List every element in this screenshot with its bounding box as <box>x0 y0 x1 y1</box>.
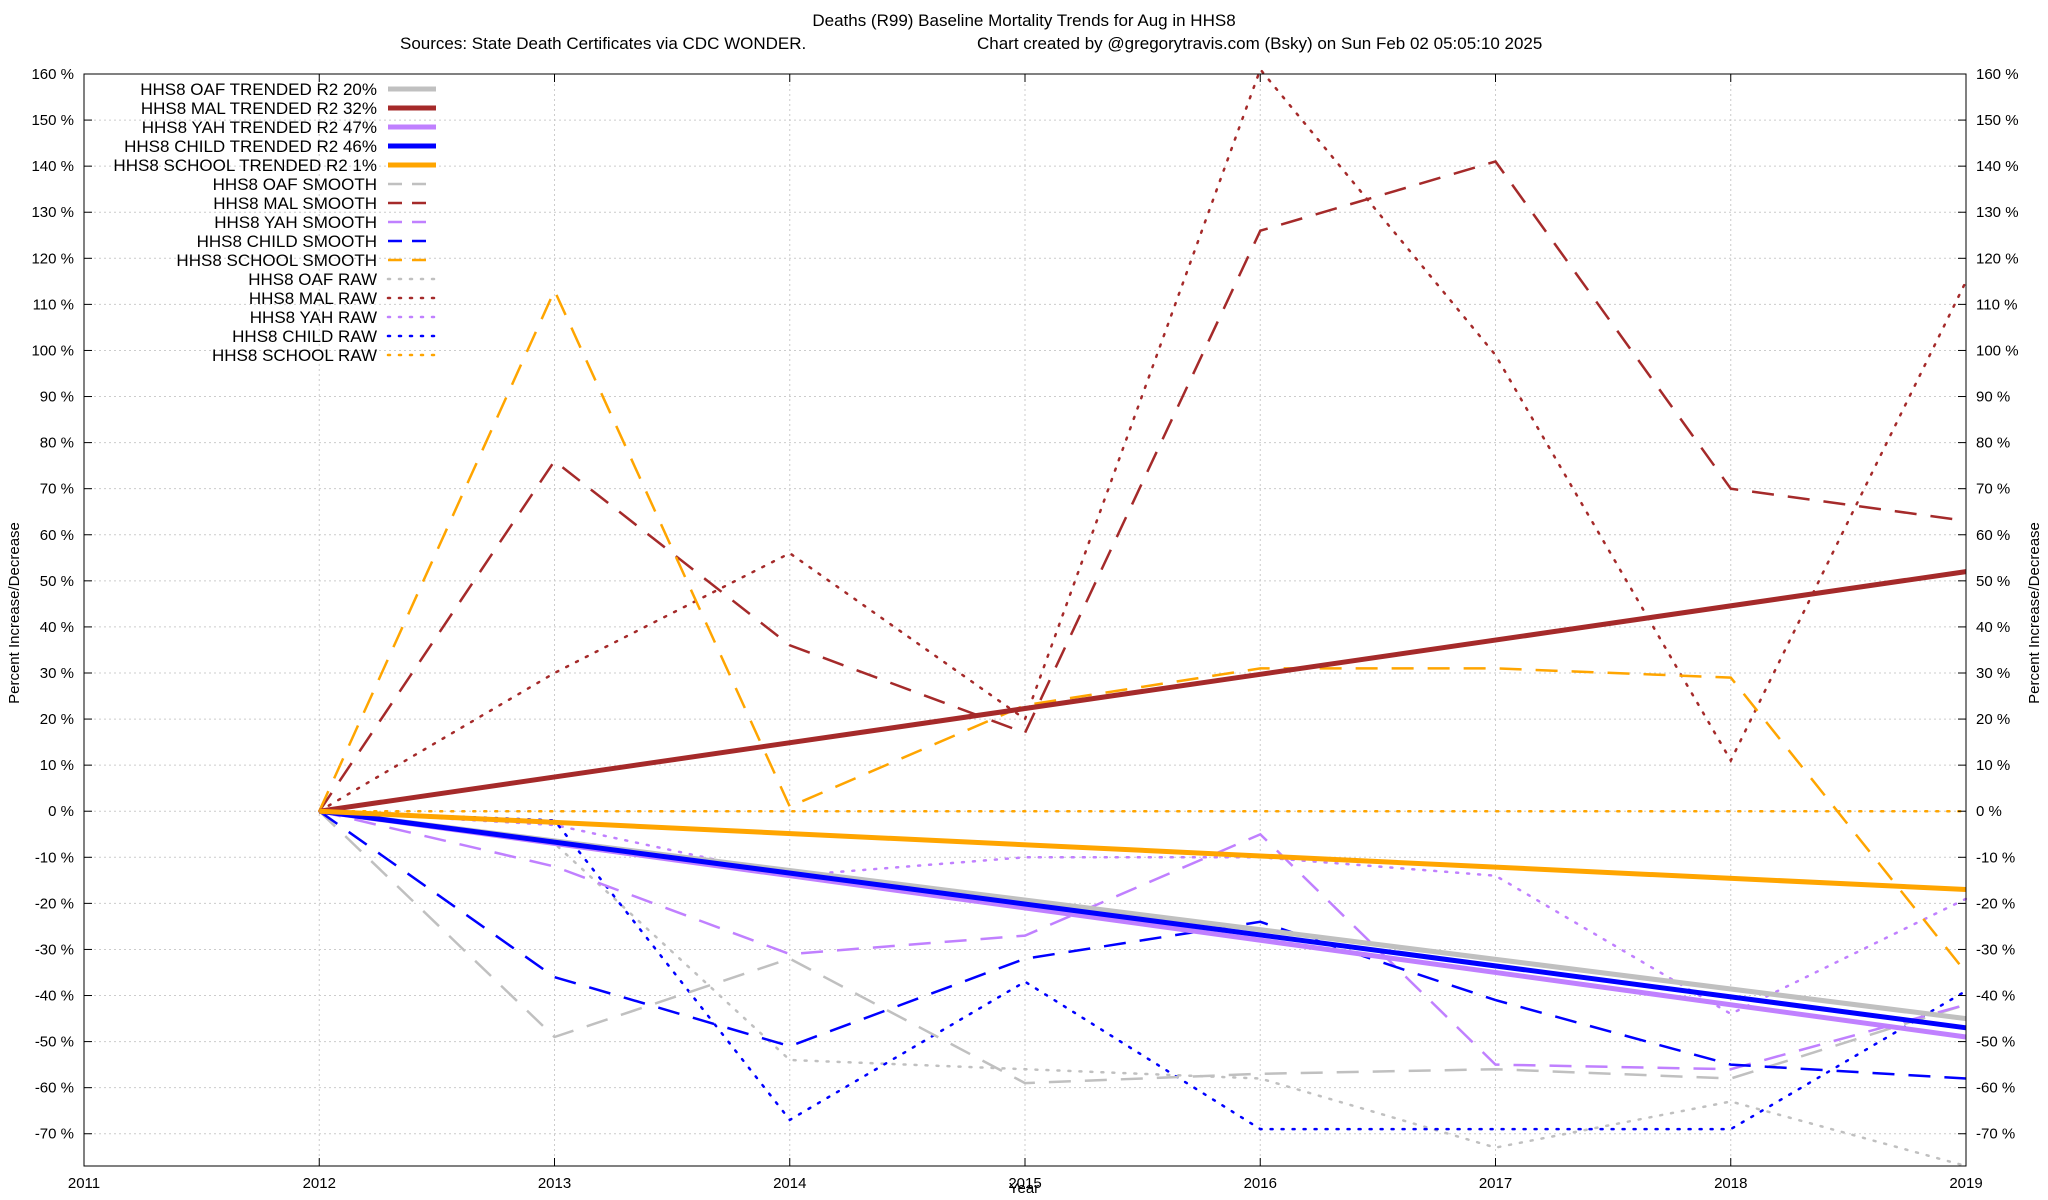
y-tick-label-left: 110 % <box>33 296 74 313</box>
y-tick-label-left: -40 % <box>35 988 74 1005</box>
legend: HHS8 OAF TRENDED R2 20%HHS8 MAL TRENDED … <box>113 80 438 365</box>
y-tick-label-left: 60 % <box>40 527 74 544</box>
chart-subtitle-credit: Chart created by @gregorytravis.com (Bsk… <box>977 34 1542 53</box>
series-line-11 <box>318 66 1968 813</box>
series-line-6 <box>318 160 1967 812</box>
series-line-9 <box>318 287 1967 974</box>
y-tick-label-left: -30 % <box>35 941 74 958</box>
y-tick-label-right: 30 % <box>1976 665 2010 682</box>
y-tick-label-left: 20 % <box>40 711 74 728</box>
y-tick-label-right: 70 % <box>1976 481 2010 498</box>
y-tick-label-right: 120 % <box>1976 250 2019 267</box>
series-line-3 <box>318 808 1967 1031</box>
y-tick-label-right: 0 % <box>1976 803 2002 820</box>
legend-label: HHS8 YAH SMOOTH <box>214 213 377 232</box>
legend-label: HHS8 YAH TRENDED R2 47% <box>142 118 377 137</box>
y-tick-label-right: 130 % <box>1976 204 2019 221</box>
y-tick-label-left: 70 % <box>40 481 74 498</box>
chart-title: Deaths (R99) Baseline Mortality Trends f… <box>812 11 1235 30</box>
legend-label: HHS8 CHILD SMOOTH <box>197 232 377 251</box>
y-tick-label-left: 130 % <box>31 204 74 221</box>
y-tick-label-right: -30 % <box>1976 941 2015 958</box>
y-tick-label-right: -60 % <box>1976 1080 2015 1097</box>
legend-label: HHS8 OAF SMOOTH <box>213 175 377 194</box>
y-tick-label-left: 120 % <box>31 250 74 267</box>
series-line-13 <box>318 809 1968 1131</box>
y-tick-label-left: 150 % <box>31 112 74 129</box>
x-tick-label: 2016 <box>1244 1175 1277 1192</box>
legend-label: HHS8 OAF RAW <box>248 270 377 289</box>
x-tick-label: 2012 <box>303 1175 336 1192</box>
legend-label: HHS8 OAF TRENDED R2 20% <box>140 80 377 99</box>
x-tick-label: 2011 <box>68 1175 100 1192</box>
x-tick-label: 2017 <box>1479 1175 1512 1192</box>
legend-label: HHS8 MAL TRENDED R2 32% <box>141 99 377 118</box>
x-axis-label: Year <box>1009 1180 1039 1197</box>
y-tick-label-right: 100 % <box>1976 342 2019 359</box>
y-tick-label-right: 160 % <box>1976 66 2019 83</box>
y-tick-label-left: -70 % <box>35 1126 74 1143</box>
y-axis-label-right: Percent Increase/Decrease <box>2026 522 2043 704</box>
x-tick-label: 2013 <box>538 1175 571 1192</box>
y-tick-label-right: 150 % <box>1976 112 2019 129</box>
y-tick-label-left: -60 % <box>35 1080 74 1097</box>
x-tick-label: 2019 <box>1949 1175 1982 1192</box>
y-tick-label-right: 10 % <box>1976 757 2010 774</box>
y-tick-label-left: -50 % <box>35 1034 74 1051</box>
series-line-4 <box>319 808 1967 892</box>
axis-ticks: 160 % 160 % 150 % 150 % 140 % 140 % 130 % 130 %… <box>31 66 2018 1192</box>
y-tick-label-right: 50 % <box>1976 573 2010 590</box>
y-tick-label-right: 60 % <box>1976 527 2010 544</box>
y-tick-label-right: -40 % <box>1976 988 2015 1005</box>
y-axis-label-left: Percent Increase/Decrease <box>6 522 23 704</box>
y-tick-label-right: 20 % <box>1976 711 2010 728</box>
series-line-10 <box>318 809 1968 1168</box>
series-line-8 <box>318 810 1967 1080</box>
y-tick-label-left: -20 % <box>35 895 74 912</box>
legend-label: HHS8 SCHOOL RAW <box>212 346 377 365</box>
x-tick-label: 2018 <box>1714 1175 1747 1192</box>
y-tick-label-right: 40 % <box>1976 619 2010 636</box>
y-tick-label-right: -20 % <box>1976 895 2015 912</box>
legend-label: HHS8 SCHOOL TRENDED R2 1% <box>113 156 377 175</box>
y-tick-label-right: 140 % <box>1976 158 2019 175</box>
series-line-5 <box>318 810 1967 1085</box>
y-tick-label-left: 140 % <box>31 158 74 175</box>
y-tick-label-right: 110 % <box>1976 296 2017 313</box>
y-tick-label-left: -10 % <box>35 849 74 866</box>
y-tick-label-right: 90 % <box>1976 389 2010 406</box>
y-tick-label-right: -70 % <box>1976 1126 2015 1143</box>
y-tick-label-left: 100 % <box>31 342 74 359</box>
y-tick-label-left: 0 % <box>48 803 74 820</box>
series-group <box>318 66 1968 1168</box>
y-tick-label-right: -10 % <box>1976 849 2015 866</box>
y-tick-label-left: 10 % <box>40 757 74 774</box>
y-tick-label-left: 40 % <box>40 619 74 636</box>
y-tick-label-left: 30 % <box>40 665 74 682</box>
y-tick-label-left: 80 % <box>40 435 74 452</box>
y-tick-label-right: -50 % <box>1976 1034 2015 1051</box>
legend-label: HHS8 CHILD TRENDED R2 46% <box>124 137 377 156</box>
series-line-1 <box>318 569 1967 814</box>
y-tick-label-left: 160 % <box>31 66 74 83</box>
legend-label: HHS8 YAH RAW <box>250 308 377 327</box>
y-tick-label-left: 90 % <box>40 389 74 406</box>
y-tick-label-left: 50 % <box>40 573 74 590</box>
y-tick-label-right: 80 % <box>1976 435 2010 452</box>
legend-label: HHS8 CHILD RAW <box>232 327 377 346</box>
chart-subtitle-sources: Sources: State Death Certificates via CD… <box>400 34 806 53</box>
legend-label: HHS8 MAL SMOOTH <box>213 194 377 213</box>
legend-label: HHS8 MAL RAW <box>249 289 377 308</box>
legend-label: HHS8 SCHOOL SMOOTH <box>176 251 377 270</box>
x-tick-label: 2014 <box>773 1175 806 1192</box>
x-tick-label: 2015 <box>1008 1175 1041 1192</box>
